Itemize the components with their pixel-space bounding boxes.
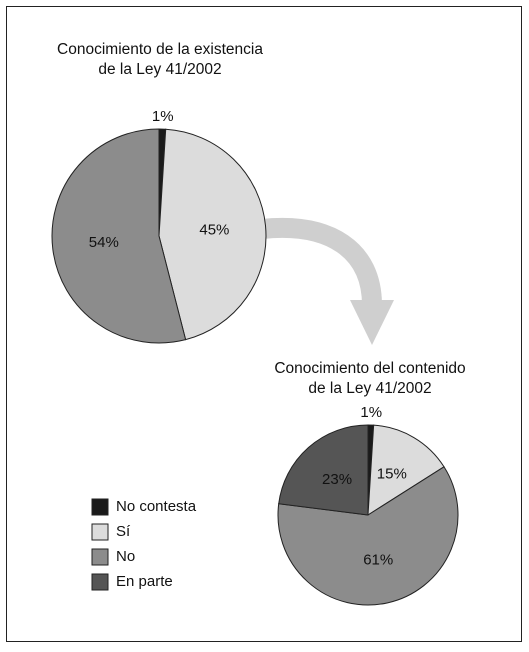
value-label: 1% bbox=[360, 404, 382, 421]
value-label: 45% bbox=[199, 222, 229, 239]
chart-title: Conocimiento de la existencia de la Ley … bbox=[57, 41, 263, 78]
arrow bbox=[260, 218, 382, 306]
legend-label: Sí bbox=[116, 523, 131, 540]
arrow-head bbox=[350, 300, 394, 345]
legend-label: No bbox=[116, 548, 135, 565]
legend-label: En parte bbox=[116, 573, 173, 590]
chart-title: Conocimiento del contenido de la Ley 41/… bbox=[274, 360, 466, 397]
pie-slice bbox=[278, 424, 369, 516]
legend-label: No contesta bbox=[116, 498, 197, 515]
value-label: 61% bbox=[363, 552, 393, 569]
value-label: 54% bbox=[89, 234, 119, 251]
pie-slice bbox=[51, 128, 187, 344]
value-label: 15% bbox=[377, 466, 407, 483]
legend-swatch bbox=[91, 573, 109, 591]
pie-slice bbox=[158, 128, 267, 341]
frame bbox=[6, 6, 522, 642]
legend-swatch bbox=[91, 548, 109, 566]
pie-slice bbox=[277, 466, 459, 606]
legend-swatch bbox=[91, 498, 109, 516]
value-label: 1% bbox=[152, 108, 174, 125]
value-label: 23% bbox=[322, 471, 352, 488]
pie-slice bbox=[367, 424, 445, 516]
legend-swatch bbox=[91, 523, 109, 541]
